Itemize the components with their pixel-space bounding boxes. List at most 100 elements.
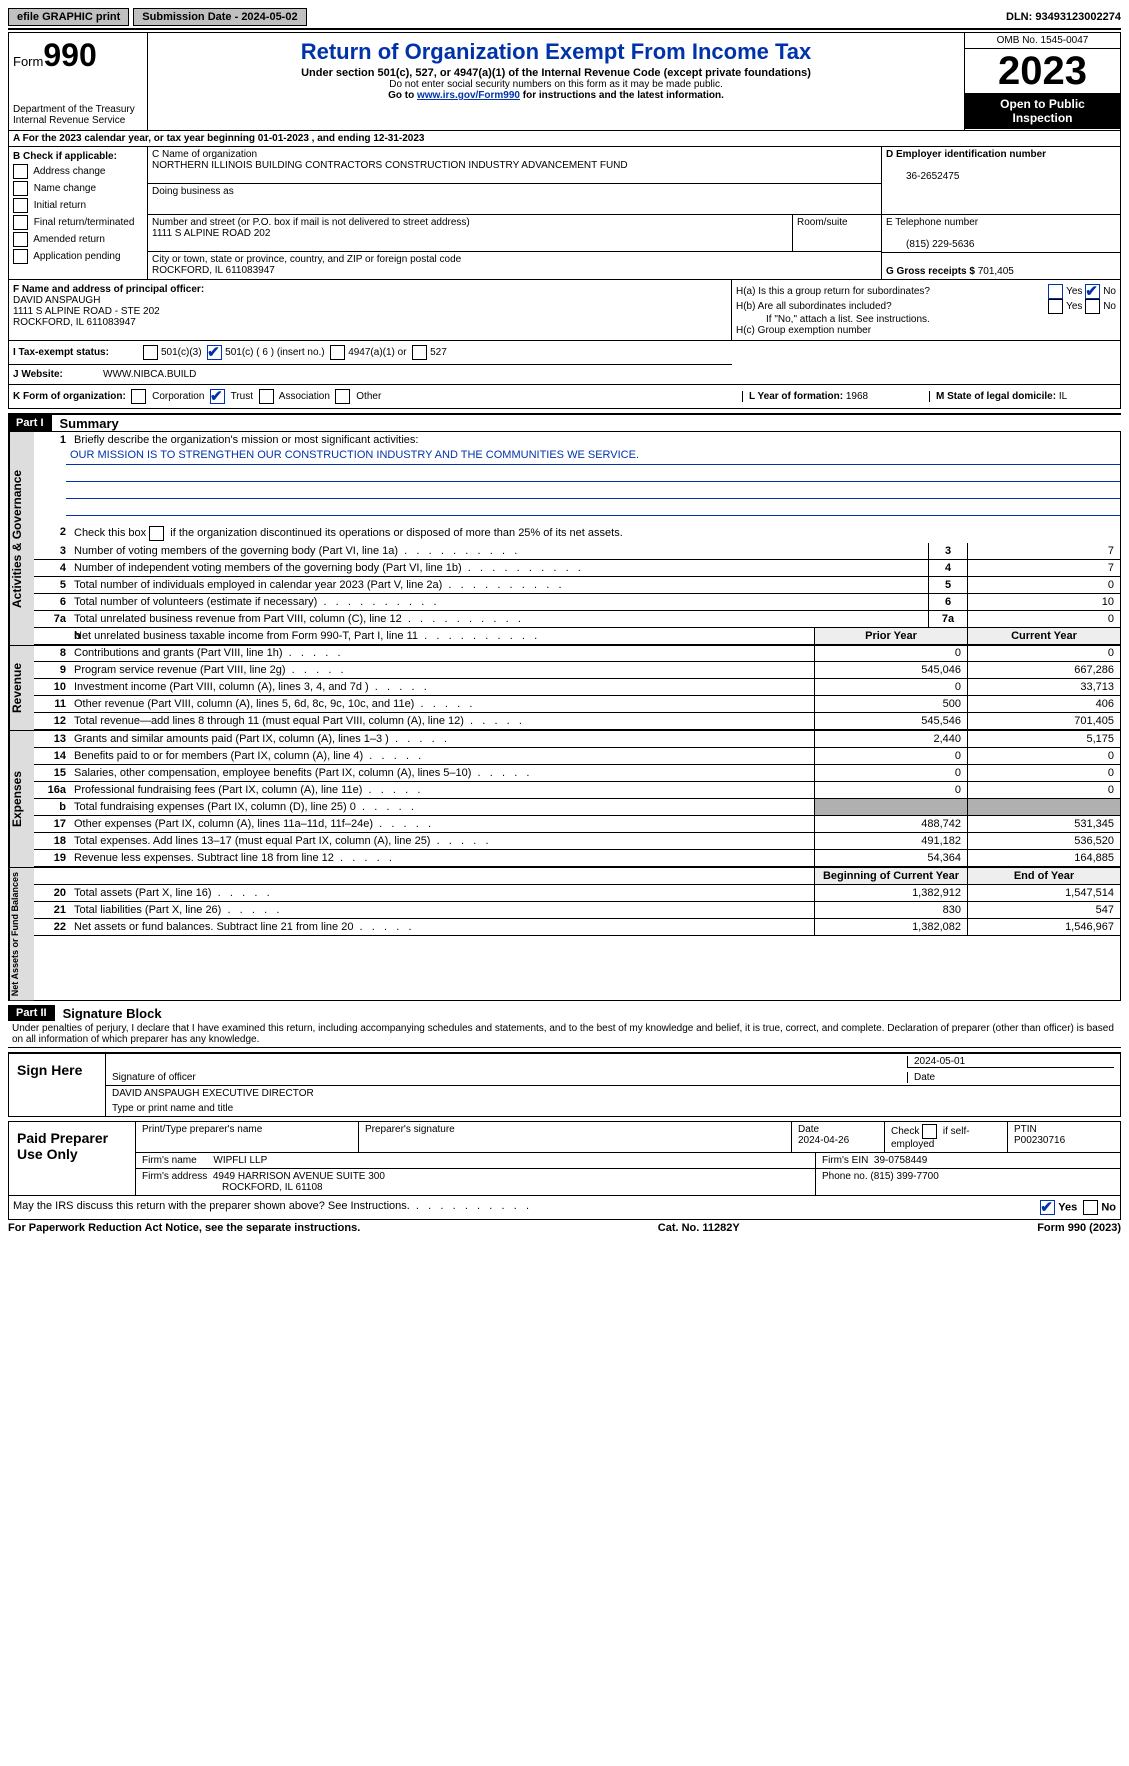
type-name-label: Type or print name and title bbox=[112, 1103, 233, 1114]
hb-yes-checkbox[interactable] bbox=[1048, 299, 1063, 314]
netassets-vlabel: Net Assets or Fund Balances bbox=[9, 868, 34, 1000]
ha-no-checkbox[interactable] bbox=[1085, 284, 1100, 299]
assoc-checkbox[interactable] bbox=[259, 389, 274, 404]
opt-corp: Corporation bbox=[152, 391, 204, 402]
b-checkbox[interactable] bbox=[13, 215, 28, 230]
phone-value: (815) 229-5636 bbox=[906, 239, 974, 250]
yes-label-2: Yes bbox=[1066, 301, 1082, 312]
b-checkbox[interactable] bbox=[13, 198, 28, 213]
footer-mid: Cat. No. 11282Y bbox=[658, 1222, 740, 1234]
part1-title: Summary bbox=[60, 416, 119, 431]
city-label: City or town, state or province, country… bbox=[152, 254, 461, 265]
trust-checkbox[interactable] bbox=[210, 389, 225, 404]
ha-yes-checkbox[interactable] bbox=[1048, 284, 1063, 299]
expenses-vlabel: Expenses bbox=[9, 731, 34, 867]
b-checkbox[interactable] bbox=[13, 232, 28, 247]
dba-label: Doing business as bbox=[152, 186, 234, 197]
discuss-yes-checkbox[interactable] bbox=[1040, 1200, 1055, 1215]
ssn-note: Do not enter social security numbers on … bbox=[152, 79, 960, 90]
prep-sig-label: Preparer's signature bbox=[359, 1122, 792, 1152]
firm-ein-label: Firm's EIN bbox=[822, 1155, 868, 1166]
q2-label: Check this box if the organization disco… bbox=[74, 527, 623, 539]
public-inspection: Open to Public Inspection bbox=[965, 93, 1120, 129]
k-label: K Form of organization: bbox=[13, 391, 126, 402]
prep-date: 2024-04-26 bbox=[798, 1135, 849, 1146]
m-value: IL bbox=[1059, 391, 1067, 402]
footer-left: For Paperwork Reduction Act Notice, see … bbox=[8, 1222, 360, 1234]
mission-line3 bbox=[66, 482, 1120, 499]
no-label-2: No bbox=[1103, 301, 1116, 312]
527-checkbox[interactable] bbox=[412, 345, 427, 360]
identity-grid: B Check if applicable: Address change Na… bbox=[8, 147, 1121, 280]
end-year-header: End of Year bbox=[967, 868, 1120, 884]
other-checkbox[interactable] bbox=[335, 389, 350, 404]
part2-title: Signature Block bbox=[63, 1006, 162, 1021]
firm-addr1: 4949 HARRISON AVENUE SUITE 300 bbox=[213, 1171, 385, 1182]
part1-badge: Part I bbox=[8, 415, 52, 431]
hb-label: H(b) Are all subordinates included? bbox=[736, 301, 892, 312]
form-header: Form990 Department of the Treasury Inter… bbox=[8, 32, 1121, 131]
opt-501c3: 501(c)(3) bbox=[161, 347, 202, 358]
submission-date-button[interactable]: Submission Date - 2024-05-02 bbox=[133, 8, 306, 26]
b-checkbox[interactable] bbox=[13, 181, 28, 196]
yes-label: Yes bbox=[1066, 286, 1082, 297]
dept-label: Department of the Treasury Internal Reve… bbox=[13, 104, 143, 126]
sig-date: 2024-05-01 bbox=[907, 1056, 1114, 1068]
governance-vlabel: Activities & Governance bbox=[9, 432, 34, 645]
sign-here-label: Sign Here bbox=[9, 1054, 106, 1116]
sig-officer-label: Signature of officer bbox=[112, 1072, 907, 1083]
g-label: G Gross receipts $ bbox=[886, 266, 978, 277]
irs-link[interactable]: www.irs.gov/Form990 bbox=[417, 90, 520, 101]
4947-checkbox[interactable] bbox=[330, 345, 345, 360]
firm-ein: 39-0758449 bbox=[874, 1155, 927, 1166]
self-employed-checkbox[interactable] bbox=[922, 1124, 937, 1139]
l-label: L Year of formation: bbox=[749, 391, 846, 402]
ptin-value: P00230716 bbox=[1014, 1135, 1065, 1146]
part1-header: Part I Summary bbox=[8, 413, 1121, 431]
e-label: E Telephone number bbox=[886, 217, 978, 228]
hb-no-checkbox[interactable] bbox=[1085, 299, 1100, 314]
ptin-label: PTIN bbox=[1014, 1124, 1037, 1135]
top-bar: efile GRAPHIC print Submission Date - 20… bbox=[8, 8, 1121, 30]
begin-year-header: Beginning of Current Year bbox=[814, 868, 967, 884]
ein-value: 36-2652475 bbox=[906, 171, 959, 182]
firm-addr-label: Firm's address bbox=[142, 1171, 207, 1182]
b-checkbox[interactable] bbox=[13, 164, 28, 179]
line-a: A For the 2023 calendar year, or tax yea… bbox=[8, 131, 1121, 147]
goto-prefix: Go to bbox=[388, 90, 417, 101]
part2-header: Part II Signature Block bbox=[8, 1005, 1121, 1021]
paid-preparer-label: Paid Preparer Use Only bbox=[9, 1122, 136, 1195]
discuss-label: May the IRS discuss this return with the… bbox=[13, 1200, 410, 1212]
501c3-checkbox[interactable] bbox=[143, 345, 158, 360]
q2-checkbox[interactable] bbox=[149, 526, 164, 541]
part2-badge: Part II bbox=[8, 1005, 55, 1021]
c-name-label: C Name of organization bbox=[152, 149, 257, 160]
b-checkbox[interactable] bbox=[13, 249, 28, 264]
goto-suffix: for instructions and the latest informat… bbox=[520, 90, 724, 101]
mission-line4 bbox=[66, 499, 1120, 516]
signature-block: Sign Here 2024-05-01 Signature of office… bbox=[8, 1052, 1121, 1117]
no-label: No bbox=[1103, 286, 1116, 297]
i-label: I Tax-exempt status: bbox=[13, 347, 143, 358]
firm-addr2: ROCKFORD, IL 61108 bbox=[222, 1182, 323, 1193]
prep-date-label: Date bbox=[798, 1124, 819, 1135]
firm-name-label: Firm's name bbox=[142, 1155, 197, 1166]
l-value: 1968 bbox=[846, 391, 868, 402]
current-year-header: Current Year bbox=[967, 628, 1120, 644]
self-employed-label: Check if self-employed bbox=[891, 1126, 970, 1150]
form-subtitle: Under section 501(c), 527, or 4947(a)(1)… bbox=[152, 67, 960, 79]
corp-checkbox[interactable] bbox=[131, 389, 146, 404]
penalty-text: Under penalties of perjury, I declare th… bbox=[8, 1021, 1121, 1048]
opt-4947: 4947(a)(1) or bbox=[348, 347, 406, 358]
addr-label: Number and street (or P.O. box if mail i… bbox=[152, 217, 470, 228]
m-label: M State of legal domicile: bbox=[936, 391, 1059, 402]
website-value: WWW.NIBCA.BUILD bbox=[103, 369, 196, 380]
efile-print-button[interactable]: efile GRAPHIC print bbox=[8, 8, 129, 26]
netassets-section: Net Assets or Fund Balances Beginning of… bbox=[8, 868, 1121, 1001]
501c-checkbox[interactable] bbox=[207, 345, 222, 360]
dln-label: DLN: 93493123002274 bbox=[1006, 11, 1121, 23]
prep-name-label: Print/Type preparer's name bbox=[136, 1122, 359, 1152]
discuss-no-checkbox[interactable] bbox=[1083, 1200, 1098, 1215]
hb-note: If "No," attach a list. See instructions… bbox=[766, 314, 1116, 325]
phone-label: Phone no. bbox=[822, 1171, 868, 1182]
